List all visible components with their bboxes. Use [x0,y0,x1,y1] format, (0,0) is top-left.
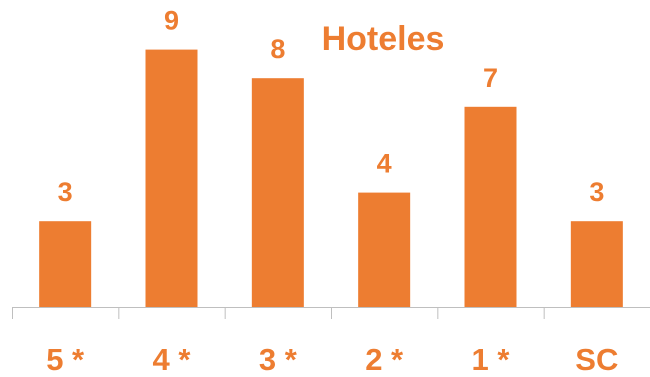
data-label: 3 [58,177,73,207]
bar [464,106,517,307]
chart-title: Hoteles [322,20,445,58]
category-label: SC [575,342,618,377]
bar [570,221,623,307]
data-label: 3 [589,177,604,207]
data-labels-group: 3 9 8 4 7 3 [58,6,605,208]
bar [358,192,411,307]
category-label: 3 * [259,342,298,377]
bars-group [39,49,623,307]
category-label: 2 * [365,342,404,377]
x-axis [12,307,650,319]
data-label: 8 [270,34,285,64]
category-label: 4 * [153,342,192,377]
category-labels-group: 5 * 4 * 3 * 2 * 1 * SC [46,342,618,377]
data-label: 9 [164,6,179,36]
data-label: 4 [377,149,392,179]
bar [251,78,304,307]
category-label: 5 * [46,342,85,377]
data-label: 7 [483,63,498,93]
category-label: 1 * [472,342,511,377]
bar [145,49,198,307]
bar [39,221,92,307]
